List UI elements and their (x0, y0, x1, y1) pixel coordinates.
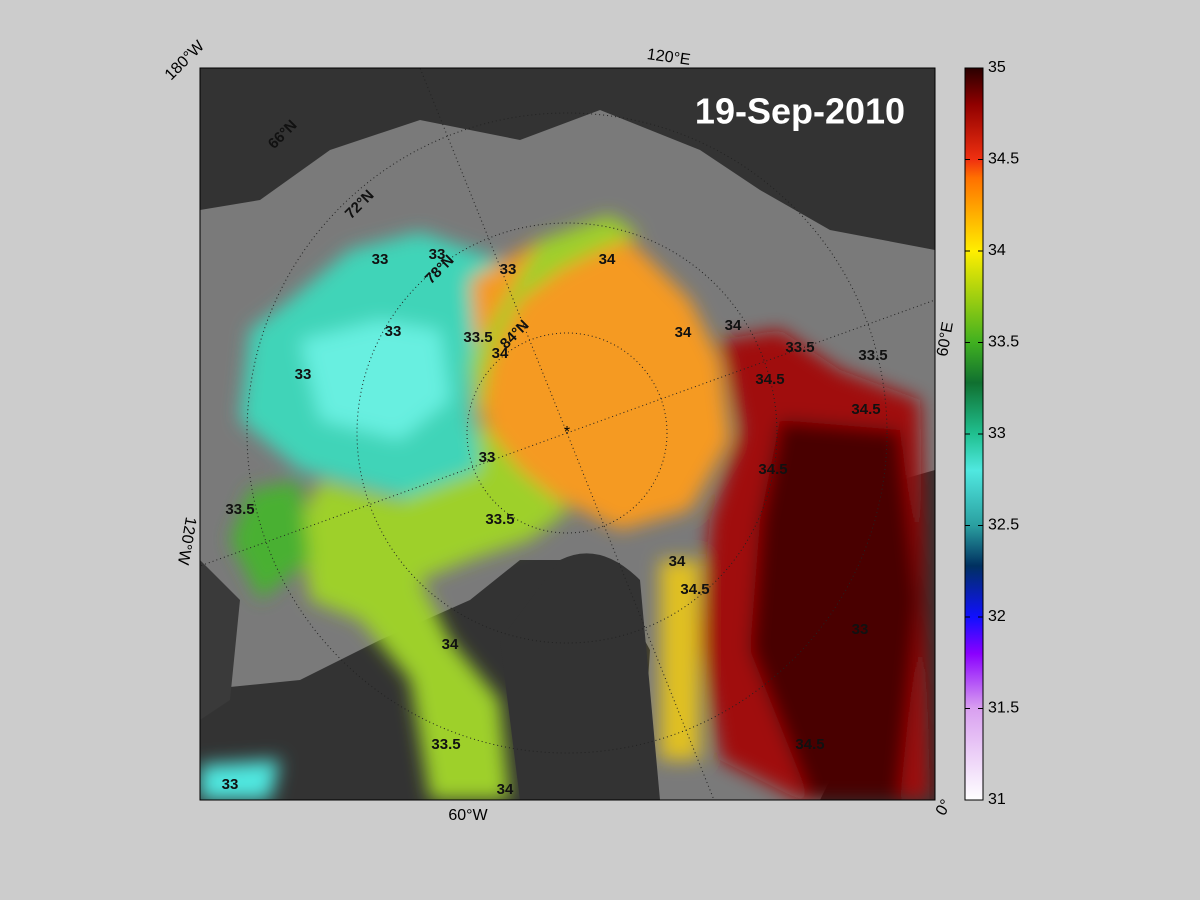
contour-label: 34.5 (680, 581, 709, 598)
contour-label: 34.5 (851, 401, 880, 418)
contour-label: 33.5 (225, 501, 254, 518)
map-area (200, 68, 935, 800)
longitude-label: 60°W (448, 807, 488, 824)
longitude-label: 120°W (174, 516, 199, 567)
contour-label: 33 (429, 246, 446, 263)
contour-label: 34 (497, 781, 514, 798)
pole-marker: * (564, 424, 570, 441)
colorbar-tick-label: 32.5 (988, 517, 1019, 534)
date-title: 19-Sep-2010 (695, 91, 905, 132)
contour-label: 33.5 (463, 329, 492, 346)
longitude-label: 120°E (646, 46, 692, 69)
contour-label: 33 (479, 449, 496, 466)
colorbar-tick-label: 35 (988, 59, 1006, 76)
contour-label: 34 (442, 636, 459, 653)
contour-label: 33.5 (431, 736, 460, 753)
contour-label: 33.5 (858, 347, 887, 364)
contour-label: 34 (675, 324, 692, 341)
colorbar-tick-label: 31.5 (988, 700, 1019, 717)
contour-label: 34 (492, 345, 509, 362)
contour-label: 34.5 (758, 461, 787, 478)
contour-label: 33.5 (485, 511, 514, 528)
colorbar-tick-label: 34 (988, 242, 1006, 259)
contour-label: 33 (372, 251, 389, 268)
contour-label: 34 (599, 251, 616, 268)
contour-label: 33 (385, 323, 402, 340)
colorbar-tick-label: 31 (988, 791, 1006, 808)
greenland (500, 553, 660, 800)
colorbar-tick-label: 34.5 (988, 151, 1019, 168)
longitude-label: 0° (933, 797, 955, 819)
contour-label: 33 (222, 776, 239, 793)
colorbar-tick-label: 33.5 (988, 334, 1019, 351)
contour-label: 34.5 (795, 736, 824, 753)
colorbar-ticks: 31 31.5 32 32.5 33 33.5 34 34.5 35 (965, 59, 1019, 808)
colorbar-tick-label: 33 (988, 425, 1006, 442)
contour-label: 33.5 (785, 339, 814, 356)
contour-label: 34 (669, 553, 686, 570)
contour-label: 33 (295, 366, 312, 383)
land (200, 560, 240, 720)
salinity-field (200, 215, 930, 800)
graticule (200, 68, 935, 800)
map-frame (199, 67, 936, 801)
contour-label: 33 (852, 621, 869, 638)
contour-label: 34 (725, 317, 742, 334)
colorbar-tick-label: 32 (988, 608, 1006, 625)
contour-label: 34.5 (755, 371, 784, 388)
longitude-label: 60°E (934, 321, 957, 358)
contour-label: 33 (500, 261, 517, 278)
